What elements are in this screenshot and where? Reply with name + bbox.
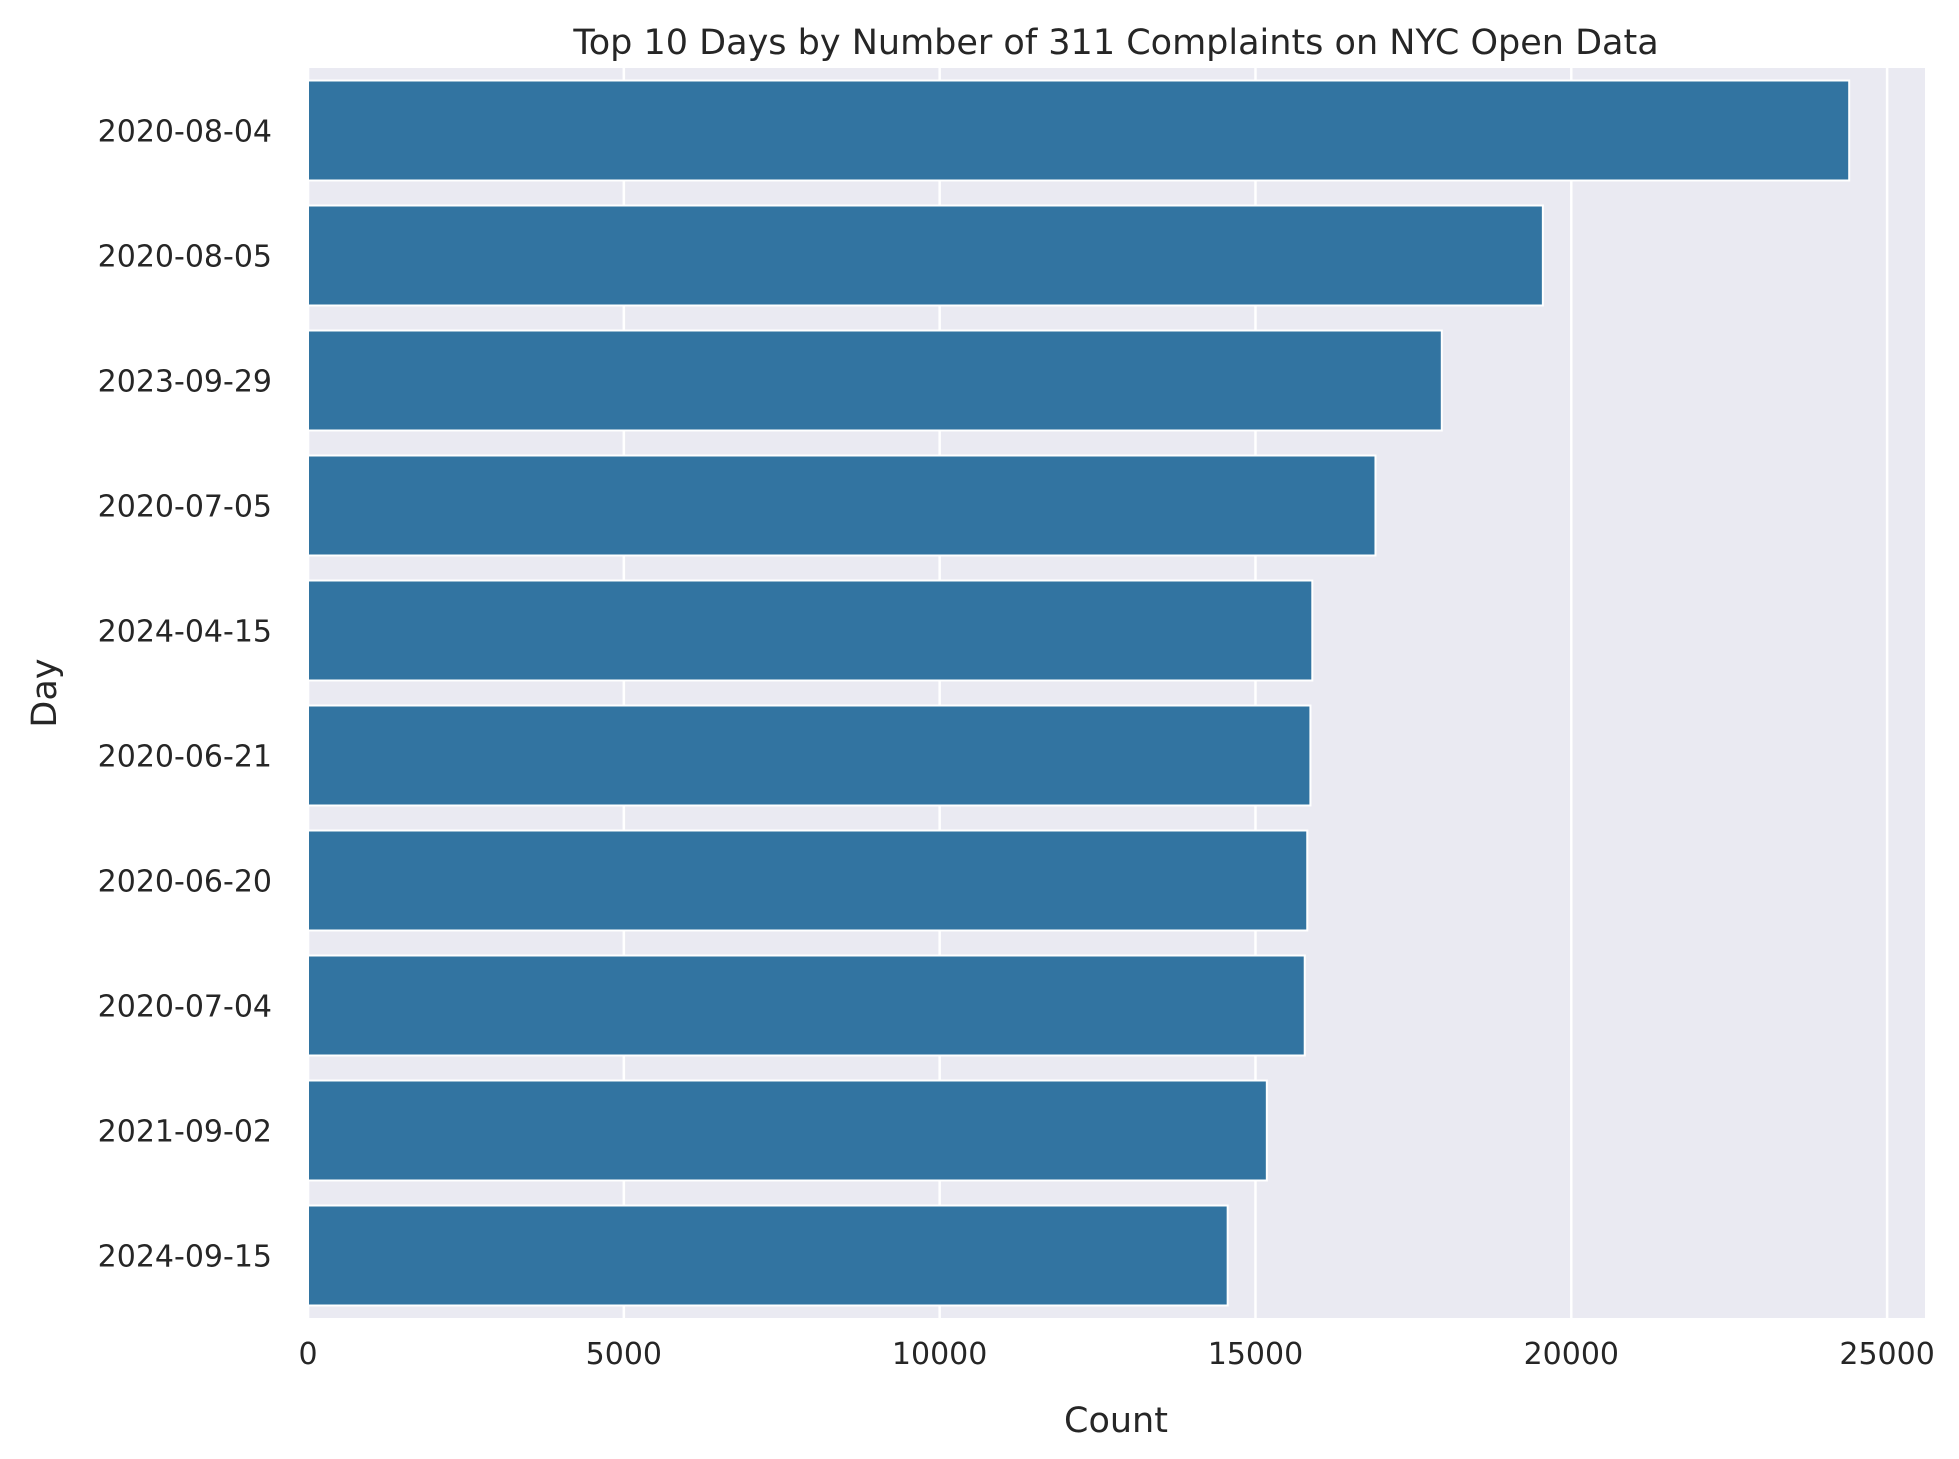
y-tick-label: 2021-09-02 [98,1115,272,1150]
x-tick-label: 10000 [892,1337,987,1372]
y-axis-label: Day [25,658,65,727]
y-tick-label: 2024-04-15 [98,615,272,650]
x-tick-label: 25000 [1839,1337,1934,1372]
bar [307,829,1309,932]
y-tick-label: 2020-06-21 [98,740,272,775]
y-tick-label: 2020-08-04 [98,115,272,150]
bar [307,579,1314,682]
y-tick-labels: 2020-08-04 2020-08-05 2023-09-29 2020-07-05… [98,115,272,1275]
y-tick-label: 2020-06-20 [98,865,272,900]
x-axis-label: Count [1064,1401,1168,1441]
y-tick-label: 2024-09-15 [98,1240,272,1275]
x-tick-label: 15000 [1208,1337,1303,1372]
y-tick-label: 2023-09-29 [98,365,272,400]
bar [307,79,1851,182]
y-tick-label: 2020-08-05 [98,240,272,275]
bar [307,704,1312,807]
chart-title: Top 10 Days by Number of 311 Complaints … [572,23,1658,63]
bar [307,1204,1229,1307]
bar [307,454,1377,557]
y-tick-label: 2020-07-05 [98,490,272,525]
bar [307,1079,1268,1182]
x-tick-label: 20000 [1524,1337,1619,1372]
bar [307,954,1306,1057]
bar [307,329,1443,432]
bar [307,204,1544,307]
bars [307,79,1851,1307]
y-tick-label: 2020-07-04 [98,990,272,1025]
x-tick-label: 5000 [586,1337,662,1372]
x-tick-label: 0 [298,1337,317,1372]
x-tick-labels: 0 5000 10000 15000 20000 25000 [298,1337,1934,1372]
